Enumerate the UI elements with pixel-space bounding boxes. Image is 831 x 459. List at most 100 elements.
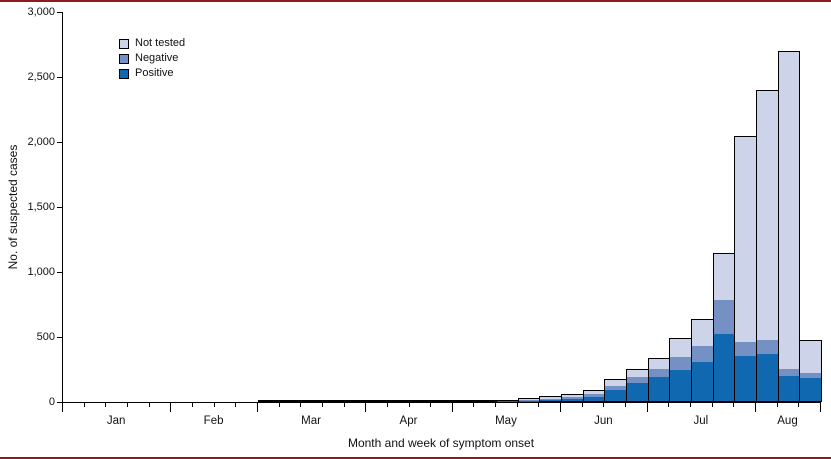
week-tick — [516, 403, 518, 407]
segment-negative — [800, 373, 821, 379]
bar-week-20 — [474, 400, 498, 402]
legend-item-negative: Negative — [119, 53, 185, 64]
segment-not-tested — [670, 339, 692, 357]
legend-label: Positive — [135, 67, 174, 79]
segment-positive — [583, 396, 605, 401]
segment-negative — [605, 386, 627, 391]
y-tick-label: 2,500 — [27, 71, 55, 83]
segment-positive — [757, 354, 778, 401]
week-tick — [191, 403, 193, 407]
segment-not-tested — [540, 397, 562, 399]
segment-negative — [778, 368, 800, 377]
y-tick — [57, 12, 62, 13]
y-tick — [57, 142, 62, 143]
segment-negative — [583, 394, 605, 397]
segment-positive — [713, 334, 735, 401]
week-tick — [148, 403, 150, 407]
bar-week-23 — [539, 396, 563, 402]
segment-negative — [670, 356, 692, 370]
bar-week-22 — [517, 398, 541, 402]
segment-not-tested — [757, 91, 778, 341]
week-tick — [473, 403, 475, 407]
segment-positive — [735, 355, 757, 401]
segment-positive — [800, 378, 821, 401]
bar-week-29 — [669, 338, 693, 402]
segment-negative — [713, 299, 735, 335]
segment-not-tested — [800, 340, 821, 374]
y-tick-label: 2,000 — [27, 136, 55, 148]
y-tick-label: 0 — [48, 396, 55, 408]
month-boundary-tick — [365, 403, 367, 412]
week-tick — [538, 403, 540, 407]
segment-negative — [562, 397, 583, 399]
bar-week-28 — [647, 358, 671, 402]
segment-negative — [692, 346, 713, 362]
week-tick — [581, 403, 583, 407]
month-boundary-tick — [62, 403, 63, 412]
segment-positive — [778, 376, 800, 401]
segment-not-tested — [562, 394, 583, 398]
legend-swatch-icon — [119, 38, 129, 49]
bar-week-33 — [756, 90, 779, 402]
bar-week-10 — [257, 400, 281, 402]
week-tick — [126, 403, 128, 407]
legend-item-not-tested: Not tested — [119, 38, 185, 49]
month-label-jun: Jun — [594, 415, 613, 427]
week-tick — [798, 403, 800, 407]
week-tick — [408, 403, 410, 407]
month-boundary-tick — [755, 403, 757, 412]
week-tick — [776, 403, 778, 407]
y-tick-label: 1,000 — [27, 266, 55, 278]
segment-not-tested — [627, 369, 648, 378]
month-boundary-tick — [256, 403, 258, 412]
week-tick — [386, 403, 388, 407]
bar-week-17 — [409, 400, 433, 402]
y-tick-label: 3,000 — [27, 6, 55, 18]
plot-area: Not tested Negative Positive — [62, 12, 822, 403]
bar-week-24 — [561, 393, 584, 402]
month-label-aug: Aug — [777, 415, 798, 427]
bar-week-35 — [799, 339, 822, 402]
bar-week-25 — [582, 389, 606, 402]
segment-positive — [562, 398, 583, 401]
month-label-jul: Jul — [693, 415, 709, 427]
month-boundary-tick — [451, 403, 453, 412]
segment-positive — [648, 377, 670, 401]
month-label-feb: Feb — [203, 415, 224, 427]
bar-week-27 — [626, 368, 649, 402]
bar-week-30 — [691, 318, 714, 402]
legend-label: Negative — [135, 52, 179, 64]
month-boundary-tick — [560, 403, 562, 412]
y-tick-label: 1,500 — [27, 201, 55, 213]
week-tick — [300, 403, 302, 407]
y-tick — [57, 337, 62, 338]
segment-not-tested — [713, 253, 735, 300]
y-tick-label: 500 — [36, 331, 55, 343]
segment-negative — [757, 340, 778, 355]
segment-negative — [627, 377, 648, 383]
week-tick — [278, 403, 280, 407]
week-tick — [430, 403, 432, 407]
legend-item-positive: Positive — [119, 68, 185, 79]
month-boundary-tick — [646, 403, 648, 412]
week-tick — [625, 403, 627, 407]
week-tick — [213, 403, 215, 407]
legend-swatch-icon — [119, 53, 129, 64]
segment-not-tested — [605, 380, 627, 387]
month-label-mar: Mar — [301, 415, 321, 427]
week-tick — [603, 403, 605, 407]
segment-positive — [540, 399, 562, 401]
week-tick — [711, 403, 713, 407]
segment-positive — [692, 361, 713, 401]
bar-week-11 — [279, 400, 303, 402]
segment-not-tested — [583, 390, 605, 395]
bar-week-12 — [301, 400, 324, 402]
month-label-may: May — [495, 415, 517, 427]
segment-not-tested — [648, 359, 670, 369]
week-tick — [321, 403, 323, 407]
month-boundary-tick — [170, 403, 172, 412]
y-tick — [57, 402, 62, 403]
week-tick — [343, 403, 345, 407]
month-label-jan: Jan — [106, 415, 126, 427]
